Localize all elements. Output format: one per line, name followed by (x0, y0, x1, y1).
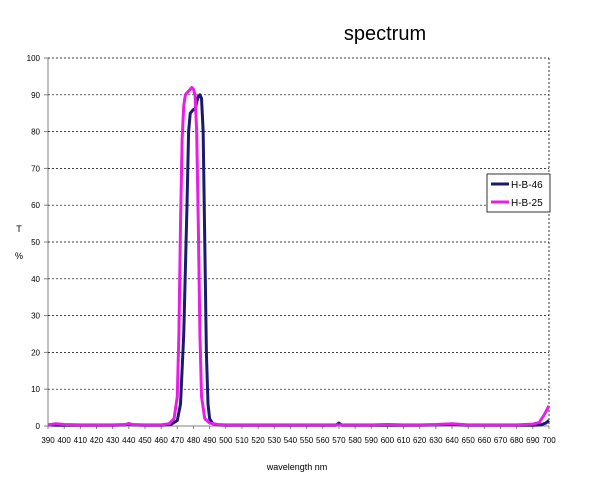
y-tick-label: 30 (31, 312, 40, 321)
x-tick-label: 640 (445, 436, 459, 445)
y-tick-label: 50 (31, 238, 40, 247)
legend-label: H-B-25 (511, 198, 543, 209)
legend-label: H-B-46 (511, 180, 543, 191)
y-axis-label-line-2: % (15, 251, 23, 261)
x-tick-label: 490 (203, 436, 217, 445)
y-axis-label-line-1: T (16, 224, 22, 234)
series-group (47, 85, 551, 427)
x-tick-label: 690 (526, 436, 540, 445)
x-tick-label: 660 (478, 436, 492, 445)
y-tick-label: 40 (31, 275, 40, 284)
x-tick-label: 630 (429, 436, 443, 445)
x-tick-label: 540 (284, 436, 298, 445)
legend-box (486, 173, 551, 213)
chart-title: spectrum (344, 23, 426, 45)
x-tick-label: 590 (365, 436, 379, 445)
x-tick-label: 610 (397, 436, 411, 445)
x-tick-label: 550 (300, 436, 314, 445)
y-tick-label: 20 (31, 348, 40, 357)
x-tick-label: 680 (510, 436, 524, 445)
y-tick-label: 0 (36, 422, 41, 431)
x-tick-label: 520 (251, 436, 265, 445)
x-tick-label: 450 (138, 436, 152, 445)
y-tick-label: 10 (31, 385, 40, 394)
x-tick-label: 600 (381, 436, 395, 445)
x-tick-label: 430 (106, 436, 120, 445)
x-tick-label: 500 (219, 436, 233, 445)
gridlines (48, 57, 549, 390)
series-line-h-b-25 (47, 85, 551, 427)
y-tick-label: 60 (31, 201, 40, 210)
x-tick-label: 560 (316, 436, 330, 445)
x-tick-label: 580 (348, 436, 362, 445)
y-axis-ticks: 0 10 20 30 40 50 60 70 80 90 100 (27, 54, 48, 431)
x-axis-ticks: 390 400 410 420 430 440 450 460 470 480 490 500 510 5… (41, 426, 556, 445)
x-axis-label: wavelength nm (266, 462, 328, 472)
x-tick-label: 670 (494, 436, 508, 445)
x-tick-label: 410 (74, 436, 88, 445)
y-tick-label: 70 (31, 164, 40, 173)
x-tick-label: 480 (187, 436, 201, 445)
x-tick-label: 440 (122, 436, 136, 445)
y-tick-label: 100 (27, 54, 41, 63)
x-tick-label: 460 (154, 436, 168, 445)
y-tick-label: 80 (31, 128, 40, 137)
x-tick-label: 400 (57, 436, 71, 445)
x-tick-label: 470 (171, 436, 185, 445)
x-tick-label: 530 (268, 436, 282, 445)
legend: H-B-46 H-B-25 (486, 173, 551, 213)
x-tick-label: 700 (542, 436, 556, 445)
x-tick-label: 620 (413, 436, 427, 445)
x-tick-label: 570 (332, 436, 346, 445)
x-tick-label: 390 (41, 436, 55, 445)
y-tick-label: 90 (31, 91, 40, 100)
x-tick-label: 510 (235, 436, 249, 445)
x-tick-label: 650 (462, 436, 476, 445)
x-tick-label: 420 (90, 436, 104, 445)
